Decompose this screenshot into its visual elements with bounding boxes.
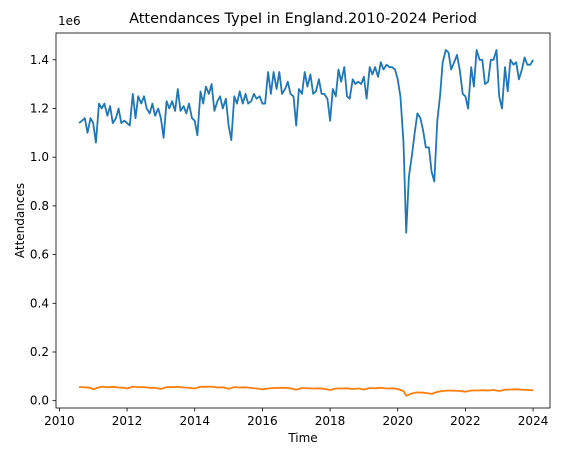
series-line-2	[78, 385, 534, 397]
x-tick-label: 2010	[44, 414, 75, 428]
chart-title: Attendances TypeI in England.2010-2024 P…	[129, 11, 477, 27]
y-axis-label: Attendances	[13, 183, 27, 258]
y-tick-label: 0.6	[30, 248, 49, 262]
x-tick-label: 2012	[112, 414, 143, 428]
x-tick-label: 2016	[247, 414, 278, 428]
x-axis: 2010 2012 2014 2016 2018 2020 2022 2024	[44, 408, 548, 428]
y-tick-label: 1.4	[30, 53, 49, 67]
y-axis: 0.0 0.2 0.4 0.6 0.8 1.0 1.2 1.4	[30, 53, 56, 408]
y-tick-label: 0.4	[30, 296, 49, 310]
series-layer	[78, 49, 534, 397]
x-tick-label: 2014	[179, 414, 210, 428]
y-tick-label: 0.2	[30, 345, 49, 359]
plot-frame	[55, 32, 551, 409]
x-tick-label: 2018	[315, 414, 346, 428]
series-line-1	[78, 49, 534, 234]
x-axis-label: Time	[287, 431, 317, 445]
x-tick-label: 2020	[382, 414, 413, 428]
y-tick-label: 1.2	[30, 101, 49, 115]
x-tick-label: 2022	[450, 414, 481, 428]
x-tick-label: 2024	[518, 414, 549, 428]
y-tick-label: 0.0	[30, 394, 49, 408]
y-axis-offset-text: 1e6	[58, 14, 81, 28]
y-tick-label: 1.0	[30, 150, 49, 164]
y-tick-label: 0.8	[30, 199, 49, 213]
